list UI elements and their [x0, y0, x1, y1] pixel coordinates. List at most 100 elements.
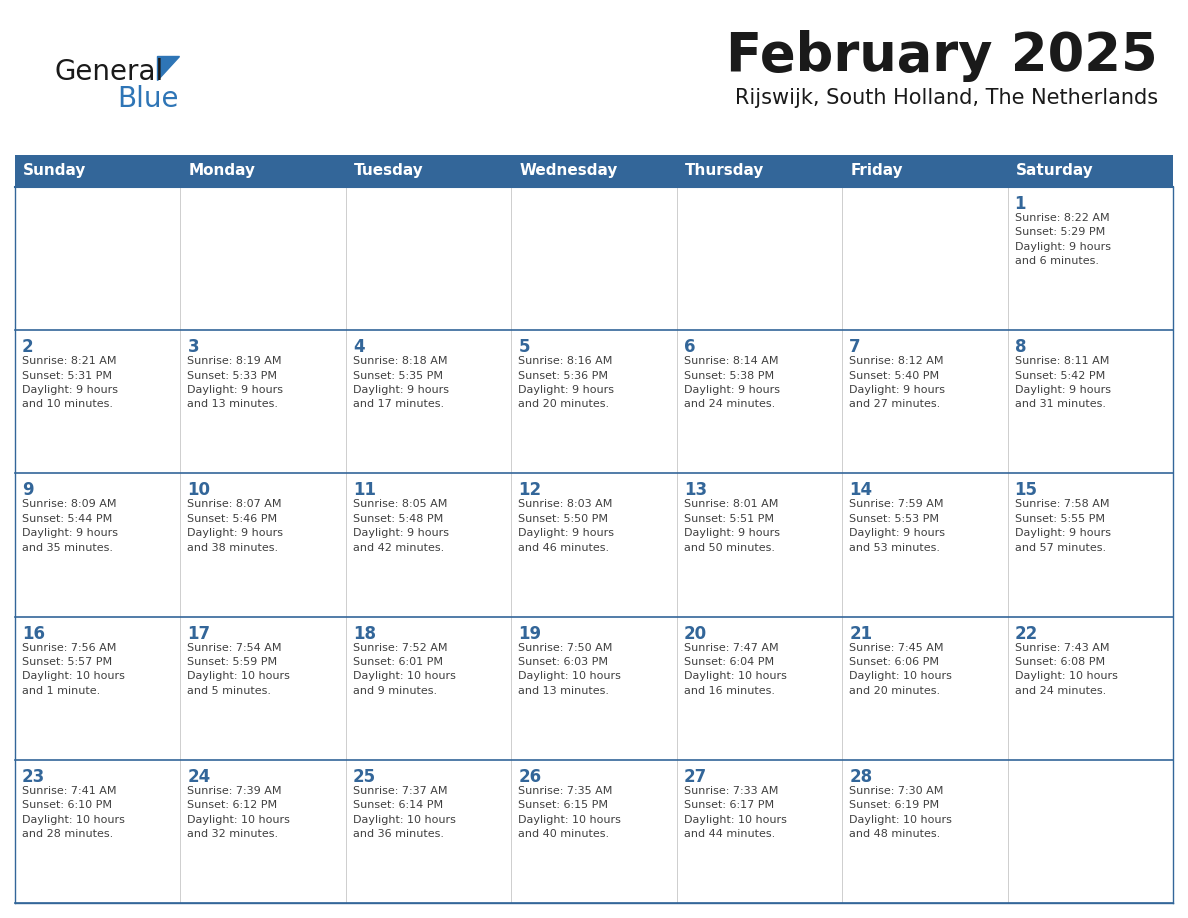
Text: 24: 24 [188, 767, 210, 786]
Bar [181, 330, 346, 474]
Text: 4: 4 [353, 338, 365, 356]
Text: 3: 3 [188, 338, 200, 356]
Bar [15, 187, 181, 330]
Text: 7: 7 [849, 338, 861, 356]
Bar [181, 187, 346, 330]
Text: Friday: Friday [851, 163, 903, 178]
Text: 18: 18 [353, 624, 375, 643]
Text: Sunrise: 8:01 AM
Sunset: 5:51 PM
Daylight: 9 hours
and 50 minutes.: Sunrise: 8:01 AM Sunset: 5:51 PM Dayligh… [684, 499, 779, 553]
Text: 5: 5 [518, 338, 530, 356]
Text: Sunrise: 7:47 AM
Sunset: 6:04 PM
Daylight: 10 hours
and 16 minutes.: Sunrise: 7:47 AM Sunset: 6:04 PM Dayligh… [684, 643, 786, 696]
Bar [842, 187, 1007, 330]
Text: Sunrise: 7:54 AM
Sunset: 5:59 PM
Daylight: 10 hours
and 5 minutes.: Sunrise: 7:54 AM Sunset: 5:59 PM Dayligh… [188, 643, 290, 696]
Text: Blue: Blue [116, 85, 178, 113]
Bar [181, 760, 346, 903]
Text: Sunrise: 7:43 AM
Sunset: 6:08 PM
Daylight: 10 hours
and 24 minutes.: Sunrise: 7:43 AM Sunset: 6:08 PM Dayligh… [1015, 643, 1118, 696]
Text: 13: 13 [684, 481, 707, 499]
Text: Sunrise: 8:19 AM
Sunset: 5:33 PM
Daylight: 9 hours
and 13 minutes.: Sunrise: 8:19 AM Sunset: 5:33 PM Dayligh… [188, 356, 284, 409]
Text: Sunrise: 7:58 AM
Sunset: 5:55 PM
Daylight: 9 hours
and 57 minutes.: Sunrise: 7:58 AM Sunset: 5:55 PM Dayligh… [1015, 499, 1111, 553]
Bar [1007, 330, 1173, 474]
Bar [511, 187, 677, 330]
Text: Sunrise: 7:35 AM
Sunset: 6:15 PM
Daylight: 10 hours
and 40 minutes.: Sunrise: 7:35 AM Sunset: 6:15 PM Dayligh… [518, 786, 621, 839]
Bar [1007, 187, 1173, 330]
Text: Wednesday: Wednesday [519, 163, 618, 178]
FancyBboxPatch shape [15, 155, 1173, 187]
Text: Sunrise: 7:33 AM
Sunset: 6:17 PM
Daylight: 10 hours
and 44 minutes.: Sunrise: 7:33 AM Sunset: 6:17 PM Dayligh… [684, 786, 786, 839]
Bar [842, 617, 1007, 760]
Text: 23: 23 [23, 767, 45, 786]
Bar [511, 474, 677, 617]
Text: Sunrise: 8:21 AM
Sunset: 5:31 PM
Daylight: 9 hours
and 10 minutes.: Sunrise: 8:21 AM Sunset: 5:31 PM Dayligh… [23, 356, 118, 409]
Text: Sunrise: 8:05 AM
Sunset: 5:48 PM
Daylight: 9 hours
and 42 minutes.: Sunrise: 8:05 AM Sunset: 5:48 PM Dayligh… [353, 499, 449, 553]
Bar [15, 474, 181, 617]
Text: 6: 6 [684, 338, 695, 356]
Text: 12: 12 [518, 481, 542, 499]
Text: Sunrise: 7:50 AM
Sunset: 6:03 PM
Daylight: 10 hours
and 13 minutes.: Sunrise: 7:50 AM Sunset: 6:03 PM Dayligh… [518, 643, 621, 696]
Text: Saturday: Saturday [1016, 163, 1093, 178]
Bar [677, 330, 842, 474]
Text: Thursday: Thursday [684, 163, 764, 178]
Text: 19: 19 [518, 624, 542, 643]
Polygon shape [157, 56, 179, 80]
Bar [346, 474, 511, 617]
Text: Sunrise: 7:59 AM
Sunset: 5:53 PM
Daylight: 9 hours
and 53 minutes.: Sunrise: 7:59 AM Sunset: 5:53 PM Dayligh… [849, 499, 946, 553]
Text: Sunrise: 7:52 AM
Sunset: 6:01 PM
Daylight: 10 hours
and 9 minutes.: Sunrise: 7:52 AM Sunset: 6:01 PM Dayligh… [353, 643, 456, 696]
Bar [1007, 474, 1173, 617]
Bar [346, 330, 511, 474]
Text: Sunrise: 8:12 AM
Sunset: 5:40 PM
Daylight: 9 hours
and 27 minutes.: Sunrise: 8:12 AM Sunset: 5:40 PM Dayligh… [849, 356, 946, 409]
Bar [511, 617, 677, 760]
Text: 25: 25 [353, 767, 375, 786]
Bar [15, 330, 181, 474]
Bar [842, 760, 1007, 903]
Text: 28: 28 [849, 767, 872, 786]
Text: 1: 1 [1015, 195, 1026, 213]
Bar [181, 474, 346, 617]
Bar [346, 617, 511, 760]
Text: 26: 26 [518, 767, 542, 786]
Text: Sunrise: 7:39 AM
Sunset: 6:12 PM
Daylight: 10 hours
and 32 minutes.: Sunrise: 7:39 AM Sunset: 6:12 PM Dayligh… [188, 786, 290, 839]
Text: 16: 16 [23, 624, 45, 643]
Text: Sunrise: 8:09 AM
Sunset: 5:44 PM
Daylight: 9 hours
and 35 minutes.: Sunrise: 8:09 AM Sunset: 5:44 PM Dayligh… [23, 499, 118, 553]
Text: 17: 17 [188, 624, 210, 643]
Text: Sunrise: 7:56 AM
Sunset: 5:57 PM
Daylight: 10 hours
and 1 minute.: Sunrise: 7:56 AM Sunset: 5:57 PM Dayligh… [23, 643, 125, 696]
Text: Sunrise: 8:03 AM
Sunset: 5:50 PM
Daylight: 9 hours
and 46 minutes.: Sunrise: 8:03 AM Sunset: 5:50 PM Dayligh… [518, 499, 614, 553]
Bar [842, 474, 1007, 617]
Text: General: General [55, 58, 164, 86]
Text: February 2025: February 2025 [726, 30, 1158, 82]
Bar [1007, 617, 1173, 760]
Text: 9: 9 [23, 481, 33, 499]
Text: 15: 15 [1015, 481, 1037, 499]
Bar [1007, 760, 1173, 903]
Text: Sunrise: 7:30 AM
Sunset: 6:19 PM
Daylight: 10 hours
and 48 minutes.: Sunrise: 7:30 AM Sunset: 6:19 PM Dayligh… [849, 786, 952, 839]
Text: Sunrise: 7:45 AM
Sunset: 6:06 PM
Daylight: 10 hours
and 20 minutes.: Sunrise: 7:45 AM Sunset: 6:06 PM Dayligh… [849, 643, 952, 696]
Text: 2: 2 [23, 338, 33, 356]
Text: 11: 11 [353, 481, 375, 499]
Text: Sunrise: 8:22 AM
Sunset: 5:29 PM
Daylight: 9 hours
and 6 minutes.: Sunrise: 8:22 AM Sunset: 5:29 PM Dayligh… [1015, 213, 1111, 266]
Bar [346, 187, 511, 330]
Text: Sunrise: 7:37 AM
Sunset: 6:14 PM
Daylight: 10 hours
and 36 minutes.: Sunrise: 7:37 AM Sunset: 6:14 PM Dayligh… [353, 786, 456, 839]
Bar [677, 760, 842, 903]
Text: 8: 8 [1015, 338, 1026, 356]
Text: Sunday: Sunday [23, 163, 87, 178]
Text: Tuesday: Tuesday [354, 163, 424, 178]
Text: Rijswijk, South Holland, The Netherlands: Rijswijk, South Holland, The Netherlands [735, 88, 1158, 108]
Text: Sunrise: 8:07 AM
Sunset: 5:46 PM
Daylight: 9 hours
and 38 minutes.: Sunrise: 8:07 AM Sunset: 5:46 PM Dayligh… [188, 499, 284, 553]
Bar [15, 617, 181, 760]
Bar [181, 617, 346, 760]
Text: Sunrise: 7:41 AM
Sunset: 6:10 PM
Daylight: 10 hours
and 28 minutes.: Sunrise: 7:41 AM Sunset: 6:10 PM Dayligh… [23, 786, 125, 839]
Bar [677, 187, 842, 330]
Bar [346, 760, 511, 903]
Text: 20: 20 [684, 624, 707, 643]
Text: Sunrise: 8:14 AM
Sunset: 5:38 PM
Daylight: 9 hours
and 24 minutes.: Sunrise: 8:14 AM Sunset: 5:38 PM Dayligh… [684, 356, 779, 409]
Text: Monday: Monday [189, 163, 255, 178]
Bar [15, 760, 181, 903]
Text: 27: 27 [684, 767, 707, 786]
Text: 22: 22 [1015, 624, 1038, 643]
Text: Sunrise: 8:11 AM
Sunset: 5:42 PM
Daylight: 9 hours
and 31 minutes.: Sunrise: 8:11 AM Sunset: 5:42 PM Dayligh… [1015, 356, 1111, 409]
Bar [677, 617, 842, 760]
Bar [511, 760, 677, 903]
Bar [511, 330, 677, 474]
Text: 21: 21 [849, 624, 872, 643]
Bar [842, 330, 1007, 474]
Text: Sunrise: 8:16 AM
Sunset: 5:36 PM
Daylight: 9 hours
and 20 minutes.: Sunrise: 8:16 AM Sunset: 5:36 PM Dayligh… [518, 356, 614, 409]
